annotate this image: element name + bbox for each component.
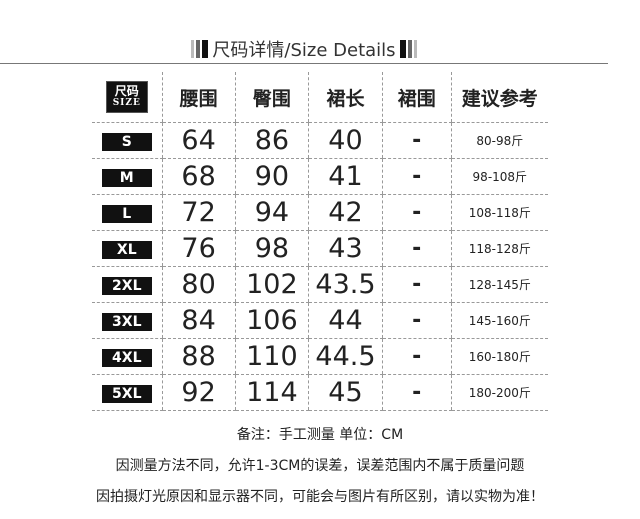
recommend-cell: 128-145斤 — [450, 266, 548, 303]
waist-cell: 80 — [161, 266, 236, 303]
size-header-en: SIZE — [112, 98, 141, 108]
size-label: XL — [101, 240, 152, 259]
size-label: 4XL — [101, 348, 152, 367]
table-row: S 64 86 40 - 80-98斤 — [92, 122, 548, 159]
recommend-cell: 98-108斤 — [450, 158, 548, 195]
size-header-cn: 尺码 — [114, 84, 139, 98]
size-label: 5XL — [101, 384, 152, 403]
hip-cell: 102 — [234, 266, 309, 303]
length-cell: 44 — [308, 302, 383, 339]
hip-cell: 94 — [234, 194, 309, 231]
table-row: 5XL 92 114 45 - 180-200斤 — [92, 374, 548, 411]
hem-cell: - — [381, 374, 452, 411]
hip-cell: 86 — [234, 122, 309, 159]
waist-cell: 92 — [161, 374, 236, 411]
col-header: 裙长 — [308, 72, 383, 123]
length-cell: 43.5 — [308, 266, 383, 303]
waist-cell: 84 — [161, 302, 236, 339]
length-cell: 42 — [308, 194, 383, 231]
table-row: M 68 90 41 - 98-108斤 — [92, 158, 548, 195]
table-row: 4XL 88 110 44.5 - 160-180斤 — [92, 338, 548, 375]
length-cell: 40 — [308, 122, 383, 159]
hip-cell: 98 — [234, 230, 309, 267]
hem-cell: - — [381, 266, 452, 303]
table-row: XL 76 98 43 - 118-128斤 — [92, 230, 548, 267]
size-label: 2XL — [101, 276, 152, 295]
hip-cell: 110 — [234, 338, 309, 375]
col-header: 臀围 — [234, 72, 309, 123]
col-header: 腰围 — [161, 72, 236, 123]
page-title: 尺码详情/Size Details — [0, 36, 608, 62]
col-header: 建议参考 — [450, 72, 548, 123]
hem-cell: - — [381, 158, 452, 195]
recommend-cell: 80-98斤 — [450, 122, 548, 159]
size-label: L — [101, 204, 152, 223]
col-header: 裙围 — [381, 72, 452, 123]
recommend-cell: 118-128斤 — [450, 230, 548, 267]
waist-cell: 76 — [161, 230, 236, 267]
length-cell: 45 — [308, 374, 383, 411]
note-tolerance: 因测量方法不同，允许1-3CM的误差，误差范围内不属于质量问题 — [115, 458, 525, 474]
hem-cell: - — [381, 338, 452, 375]
recommend-cell: 160-180斤 — [450, 338, 548, 375]
waist-cell: 72 — [161, 194, 236, 231]
length-cell: 44.5 — [308, 338, 383, 375]
note-color: 因拍摄灯光原因和显示器不同，可能会与图片有所区别，请以实物为准！ — [96, 489, 544, 505]
length-cell: 43 — [308, 230, 383, 267]
length-cell: 41 — [308, 158, 383, 195]
divider — [0, 63, 608, 64]
bars-decoration-icon — [191, 40, 209, 58]
size-header-badge: 尺码 SIZE — [105, 81, 148, 113]
waist-cell: 68 — [161, 158, 236, 195]
waist-cell: 64 — [161, 122, 236, 159]
bars-decoration-icon — [399, 40, 417, 58]
waist-cell: 88 — [161, 338, 236, 375]
table-row: 3XL 84 106 44 - 145-160斤 — [92, 302, 548, 339]
recommend-cell: 145-160斤 — [450, 302, 548, 339]
size-label: S — [101, 132, 152, 151]
table-row: L 72 94 42 - 108-118斤 — [92, 194, 548, 231]
table-row: 2XL 80 102 43.5 - 128-145斤 — [92, 266, 548, 303]
hip-cell: 114 — [234, 374, 309, 411]
size-label: 3XL — [101, 312, 152, 331]
note-unit: 备注：手工测量 单位：CM — [236, 427, 404, 443]
hem-cell: - — [381, 194, 452, 231]
title-text: 尺码详情/Size Details — [212, 40, 396, 61]
size-label: M — [101, 168, 152, 187]
hip-cell: 106 — [234, 302, 309, 339]
hem-cell: - — [381, 302, 452, 339]
hip-cell: 90 — [234, 158, 309, 195]
hem-cell: - — [381, 230, 452, 267]
hem-cell: - — [381, 122, 452, 159]
recommend-cell: 108-118斤 — [450, 194, 548, 231]
recommend-cell: 180-200斤 — [450, 374, 548, 411]
size-table: 尺码 SIZE 腰围 臀围 裙长 裙围 建议参考 S 64 86 40 - 80-… — [92, 72, 548, 411]
table-header: 尺码 SIZE 腰围 臀围 裙长 裙围 建议参考 — [92, 72, 548, 123]
